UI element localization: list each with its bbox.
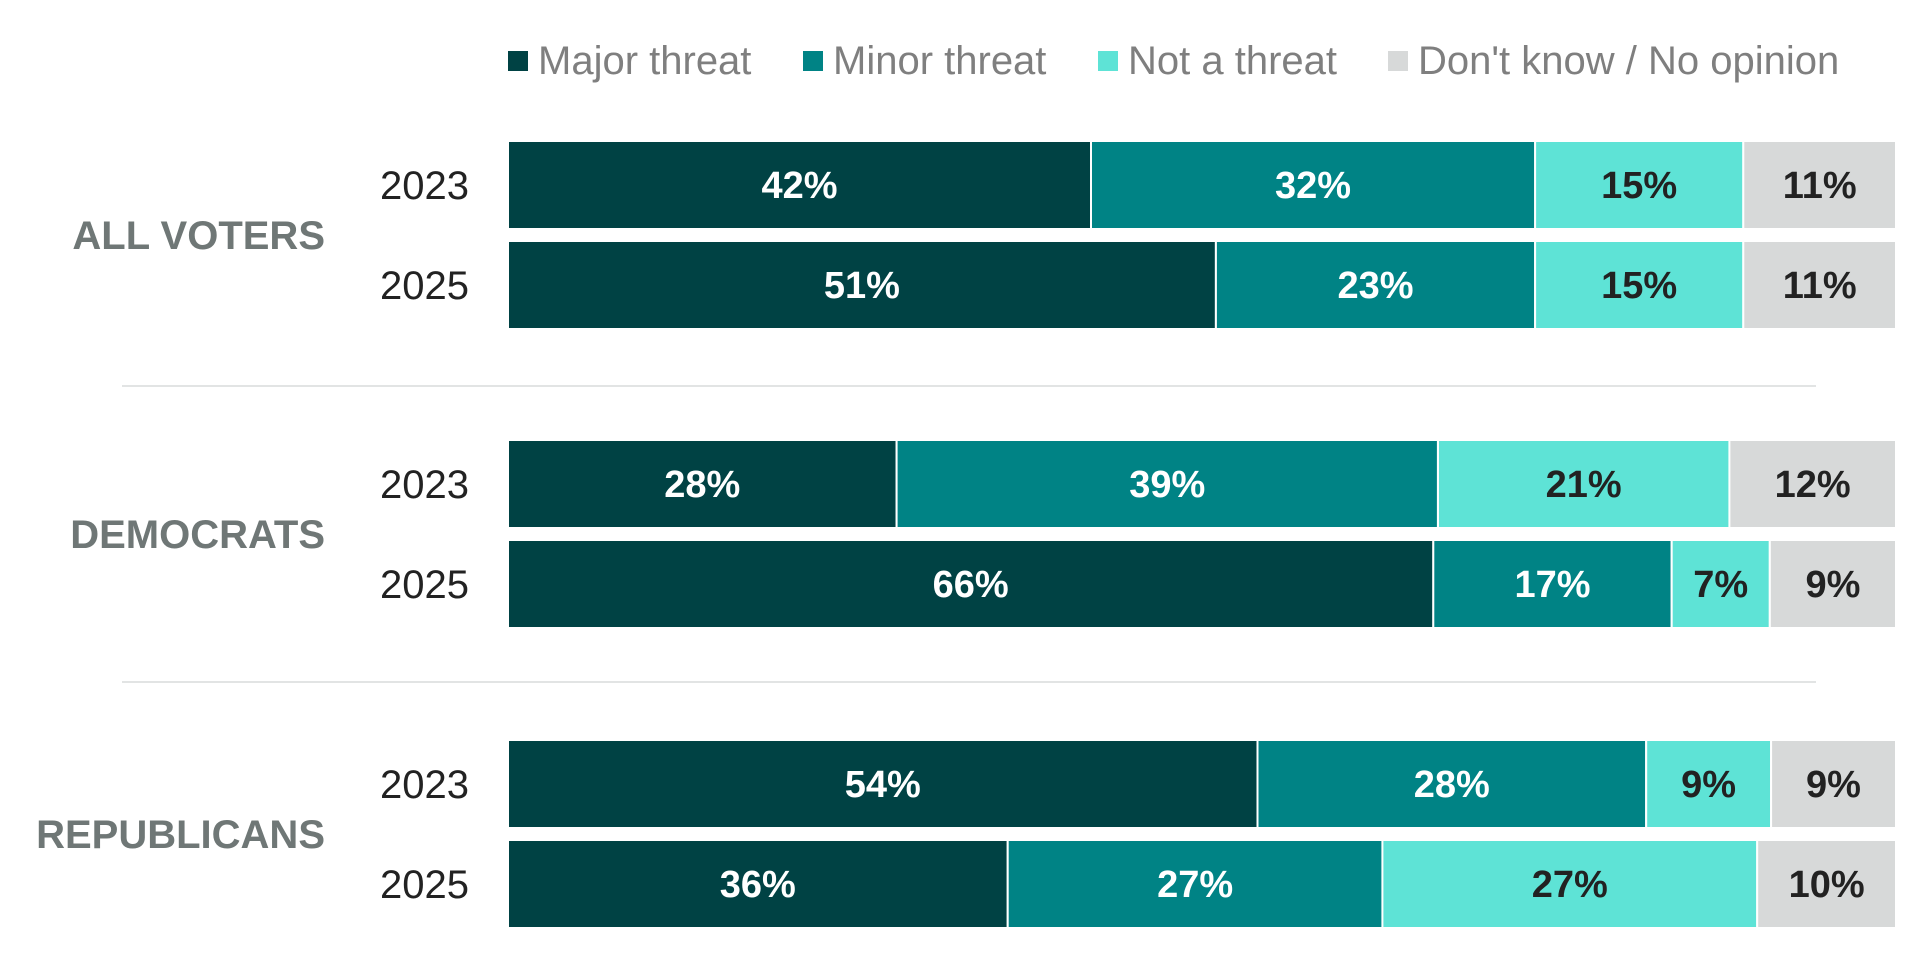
bar-label-republicans-2025-not-a-threat: 27% bbox=[1532, 864, 1608, 906]
bar-label-democrats-2025-don-t-know-no-opinion: 9% bbox=[1805, 564, 1860, 606]
bar-all-voters-2023-don-t-know-no-opinion bbox=[1742, 140, 1898, 230]
bar-label-democrats-2025-minor-threat: 17% bbox=[1514, 564, 1590, 606]
bar-label-republicans-2025-don-t-know-no-opinion: 10% bbox=[1789, 864, 1865, 906]
bar-label-republicans-2023-minor-threat: 28% bbox=[1414, 764, 1490, 806]
group-label-republicans: REPUBLICANS bbox=[36, 813, 325, 857]
bar-label-republicans-2023-major-threat: 54% bbox=[845, 764, 921, 806]
legend-label-major-threat: Major threat bbox=[538, 39, 751, 83]
bar-label-republicans-2025-minor-threat: 27% bbox=[1157, 864, 1233, 906]
bar-democrats-2025-not-a-threat bbox=[1670, 539, 1771, 629]
legend-swatch-not-a-threat bbox=[1098, 51, 1118, 71]
bar-republicans-2025-don-t-know-no-opinion bbox=[1756, 839, 1897, 929]
legend-swatch-don-t-know-no-opinion bbox=[1388, 51, 1408, 71]
year-label-republicans-2023: 2023 bbox=[380, 763, 469, 807]
bar-democrats-2023-don-t-know-no-opinion bbox=[1728, 439, 1898, 529]
year-label-republicans-2025: 2025 bbox=[380, 863, 469, 907]
bar-democrats-2023-major-threat bbox=[507, 439, 898, 529]
bar-all-voters-2023-not-a-threat bbox=[1534, 140, 1745, 230]
bar-republicans-2023-major-threat bbox=[507, 739, 1259, 829]
bar-label-democrats-2023-don-t-know-no-opinion: 12% bbox=[1775, 464, 1851, 506]
bar-republicans-2025-major-threat bbox=[507, 839, 1009, 929]
bar-all-voters-2025-don-t-know-no-opinion bbox=[1742, 240, 1898, 330]
year-label-all-voters-2025: 2025 bbox=[380, 264, 469, 308]
year-label-all-voters-2023: 2023 bbox=[380, 164, 469, 208]
group-label-all-voters: ALL VOTERS bbox=[72, 214, 325, 258]
bar-label-republicans-2023-not-a-threat: 9% bbox=[1681, 764, 1736, 806]
bar-label-all-voters-2025-not-a-threat: 15% bbox=[1601, 265, 1677, 307]
group-label-democrats: DEMOCRATS bbox=[70, 513, 325, 557]
legend-swatch-major-threat bbox=[508, 51, 528, 71]
bar-republicans-2025-minor-threat bbox=[1006, 839, 1384, 929]
bar-democrats-2025-don-t-know-no-opinion bbox=[1768, 539, 1898, 629]
bar-label-democrats-2023-not-a-threat: 21% bbox=[1546, 464, 1622, 506]
bar-democrats-2025-major-threat bbox=[507, 539, 1435, 629]
bar-label-republicans-2025-major-threat: 36% bbox=[720, 864, 796, 906]
bar-democrats-2023-not-a-threat bbox=[1437, 439, 1731, 529]
bar-label-democrats-2023-minor-threat: 39% bbox=[1129, 464, 1205, 506]
bar-label-all-voters-2023-don-t-know-no-opinion: 11% bbox=[1783, 165, 1857, 207]
bar-label-republicans-2023-don-t-know-no-opinion: 9% bbox=[1806, 764, 1861, 806]
bar-all-voters-2023-minor-threat bbox=[1090, 140, 1537, 230]
bar-label-all-voters-2025-don-t-know-no-opinion: 11% bbox=[1783, 265, 1857, 307]
bar-label-all-voters-2025-major-threat: 51% bbox=[824, 265, 900, 307]
bar-label-all-voters-2023-not-a-threat: 15% bbox=[1601, 165, 1677, 207]
bar-republicans-2023-minor-threat bbox=[1256, 739, 1648, 829]
bar-label-all-voters-2025-minor-threat: 23% bbox=[1337, 265, 1413, 307]
bar-label-democrats-2023-major-threat: 28% bbox=[664, 464, 740, 506]
bar-label-all-voters-2023-minor-threat: 32% bbox=[1275, 165, 1351, 207]
bar-all-voters-2025-not-a-threat bbox=[1534, 240, 1745, 330]
bar-all-voters-2023-major-threat bbox=[507, 140, 1092, 230]
legend-label-not-a-threat: Not a threat bbox=[1128, 39, 1337, 83]
bar-democrats-2025-minor-threat bbox=[1432, 539, 1673, 629]
legend-swatch-minor-threat bbox=[803, 51, 823, 71]
legend-label-minor-threat: Minor threat bbox=[833, 39, 1046, 83]
bar-label-democrats-2025-major-threat: 66% bbox=[933, 564, 1009, 606]
year-label-democrats-2025: 2025 bbox=[380, 563, 469, 607]
bar-democrats-2023-minor-threat bbox=[895, 439, 1439, 529]
bar-republicans-2023-don-t-know-no-opinion bbox=[1770, 739, 1897, 829]
bar-all-voters-2025-minor-threat bbox=[1214, 240, 1537, 330]
year-label-democrats-2023: 2023 bbox=[380, 463, 469, 507]
bar-label-democrats-2025-not-a-threat: 7% bbox=[1693, 564, 1748, 606]
bar-republicans-2025-not-a-threat bbox=[1381, 839, 1759, 929]
bar-label-all-voters-2023-major-threat: 42% bbox=[761, 165, 837, 207]
legend-label-don-t-know-no-opinion: Don't know / No opinion bbox=[1418, 39, 1839, 83]
